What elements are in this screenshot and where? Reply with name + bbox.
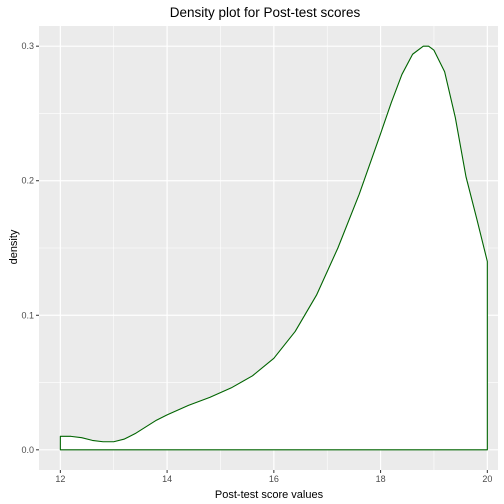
axis-ticks: 12 14 16 18 20 0.0 0.1 0.2 0.3 (21, 41, 492, 484)
y-tick-label: 0.2 (21, 176, 34, 186)
y-axis-label: density (8, 229, 20, 264)
x-tick-label: 20 (482, 474, 492, 484)
chart-title: Density plot for Post-test scores (170, 5, 361, 20)
x-tick-label: 18 (376, 474, 386, 484)
y-tick-label: 0.1 (21, 310, 34, 320)
x-tick-label: 14 (162, 474, 172, 484)
x-axis-label: Post-test score values (215, 489, 324, 501)
y-tick-label: 0.3 (21, 41, 34, 51)
x-tick-label: 12 (55, 474, 65, 484)
density-area (59, 45, 488, 451)
x-tick-label: 16 (269, 474, 279, 484)
y-tick-label: 0.0 (21, 445, 34, 455)
